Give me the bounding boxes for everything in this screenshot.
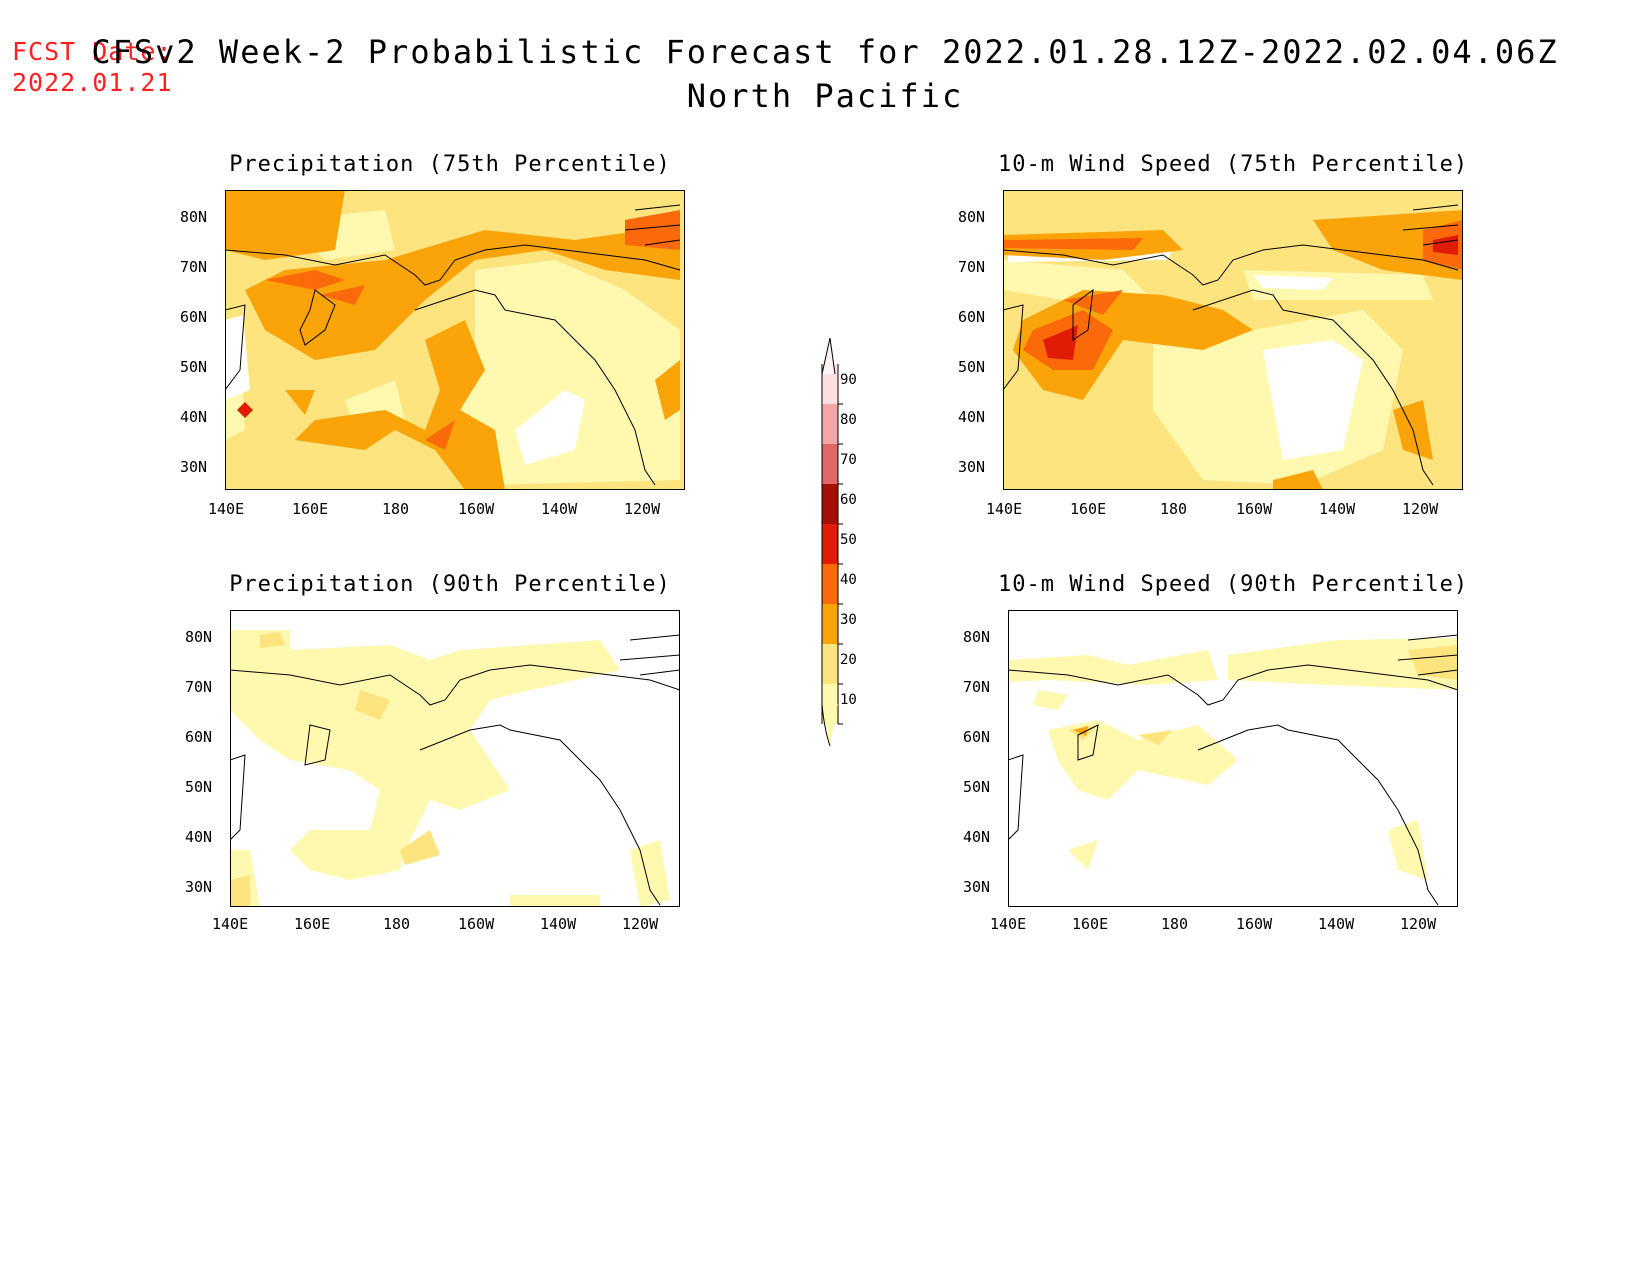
lat-label: 60N	[185, 728, 213, 746]
colorbar-swatch	[822, 644, 838, 684]
lat-label: 30N	[958, 458, 986, 476]
lat-label: 70N	[958, 258, 986, 276]
lat-label: 30N	[185, 878, 213, 896]
lat-label: 40N	[185, 828, 213, 846]
lon-label: 120W	[1400, 915, 1437, 933]
lon-label: 160E	[294, 915, 331, 933]
lat-label: 40N	[963, 828, 991, 846]
lat-label: 80N	[180, 208, 208, 226]
map-wind-75	[1003, 190, 1463, 490]
colorbar-swatch	[822, 444, 838, 484]
lat-label: 60N	[180, 308, 208, 326]
lon-label: 140W	[541, 500, 578, 518]
forecast-date-value: 2022.01.21	[12, 68, 173, 97]
lon-label: 160W	[458, 500, 495, 518]
lat-label: 60N	[958, 308, 986, 326]
lon-label: 120W	[1402, 500, 1439, 518]
lon-label: 160E	[292, 500, 329, 518]
colorbar-label: 60	[840, 492, 857, 508]
forecast-date-block: FCST Date: 2022.01.21	[12, 36, 173, 98]
lat-label: 70N	[963, 678, 991, 696]
lon-label: 180	[382, 500, 410, 518]
lat-label: 70N	[180, 258, 208, 276]
forecast-date-label: FCST Date:	[12, 37, 173, 66]
lat-label: 40N	[958, 408, 986, 426]
lat-label: 80N	[963, 628, 991, 646]
colorbar-label: 10	[840, 692, 857, 708]
lat-label: 50N	[963, 778, 991, 796]
lat-label: 50N	[180, 358, 208, 376]
colorbar-label: 20	[840, 652, 857, 668]
map-precip-75	[225, 190, 685, 490]
lon-label: 160E	[1072, 915, 1109, 933]
title-line-1: CFSv2 Week-2 Probabilistic Forecast for …	[91, 33, 1559, 71]
lon-label: 160W	[1236, 500, 1273, 518]
lon-label: 140E	[986, 500, 1023, 518]
lat-label: 80N	[185, 628, 213, 646]
main-title: CFSv2 Week-2 Probabilistic Forecast for …	[0, 30, 1650, 118]
lon-label: 140E	[990, 915, 1027, 933]
colorbar-label: 70	[840, 452, 857, 468]
lat-label: 50N	[958, 358, 986, 376]
colorbar-label: 50	[840, 532, 857, 548]
colorbar-swatch	[822, 604, 838, 644]
lat-label: 50N	[185, 778, 213, 796]
colorbar-label: 80	[840, 412, 857, 428]
map-precip-90	[230, 610, 680, 907]
lon-label: 140E	[212, 915, 249, 933]
colorbar-label: 90	[840, 372, 857, 388]
lon-label: 180	[1160, 500, 1188, 518]
lon-label: 180	[383, 915, 411, 933]
lon-label: 140W	[540, 915, 577, 933]
colorbar	[821, 338, 843, 747]
panel-title-wind-75: 10-m Wind Speed (75th Percentile)	[998, 152, 1469, 177]
lat-label: 80N	[958, 208, 986, 226]
title-line-2: North Pacific	[686, 77, 964, 115]
lat-label: 60N	[963, 728, 991, 746]
lat-label: 40N	[180, 408, 208, 426]
lon-label: 140W	[1319, 500, 1356, 518]
colorbar-label: 30	[840, 612, 857, 628]
panel-title-wind-90: 10-m Wind Speed (90th Percentile)	[998, 572, 1469, 597]
panel-title-precip-90: Precipitation (90th Percentile)	[229, 572, 671, 597]
lon-label: 120W	[624, 500, 661, 518]
colorbar-swatch	[822, 484, 838, 524]
lon-label: 160W	[458, 915, 495, 933]
colorbar-swatch	[822, 564, 838, 604]
lon-label: 180	[1161, 915, 1189, 933]
colorbar-swatch	[822, 404, 838, 444]
lat-label: 30N	[963, 878, 991, 896]
lon-label: 140E	[208, 500, 245, 518]
lon-label: 160W	[1236, 915, 1273, 933]
panel-title-precip-75: Precipitation (75th Percentile)	[229, 152, 671, 177]
map-wind-90	[1008, 610, 1458, 907]
colorbar-border	[821, 364, 839, 724]
lat-label: 70N	[185, 678, 213, 696]
lon-label: 140W	[1318, 915, 1355, 933]
lon-label: 160E	[1070, 500, 1107, 518]
colorbar-swatch	[822, 524, 838, 564]
lat-label: 30N	[180, 458, 208, 476]
colorbar-label: 40	[840, 572, 857, 588]
lon-label: 120W	[622, 915, 659, 933]
